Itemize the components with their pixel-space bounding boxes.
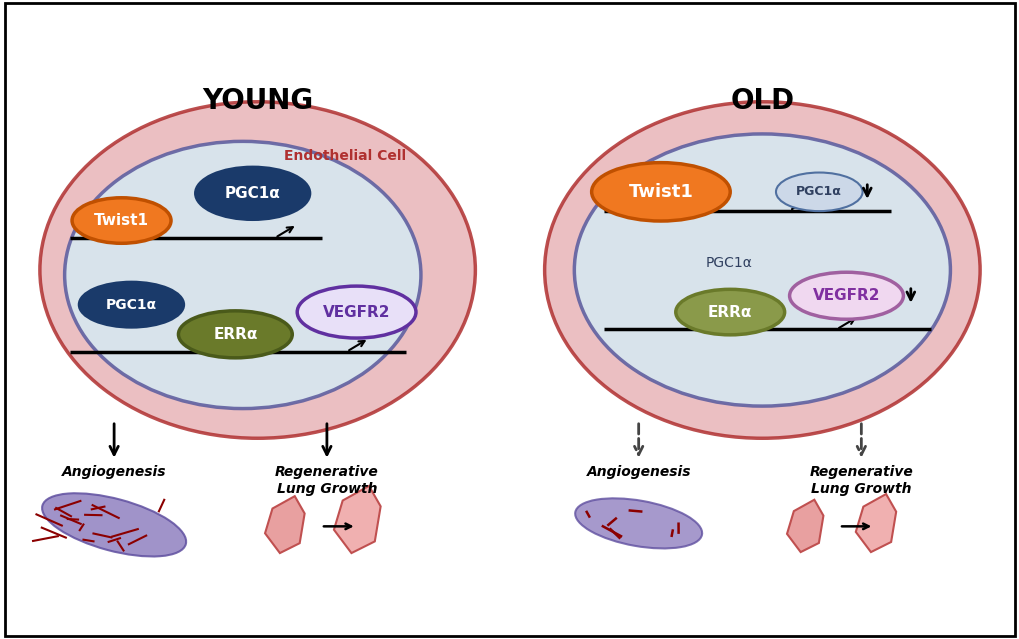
Ellipse shape	[42, 493, 185, 557]
Text: Twist1: Twist1	[628, 183, 693, 201]
Ellipse shape	[575, 498, 701, 548]
Text: PGC1α: PGC1α	[796, 185, 842, 198]
Polygon shape	[265, 496, 305, 553]
Text: Angiogenesis: Angiogenesis	[586, 465, 690, 479]
Text: Regenerative
Lung Growth: Regenerative Lung Growth	[275, 465, 378, 496]
Ellipse shape	[591, 163, 730, 221]
Text: Endothelial Cell: Endothelial Cell	[283, 149, 406, 163]
Text: OLD: OLD	[730, 87, 794, 115]
Ellipse shape	[72, 197, 171, 243]
Polygon shape	[787, 500, 822, 552]
Text: Regenerative
Lung Growth: Regenerative Lung Growth	[809, 465, 912, 496]
Ellipse shape	[64, 141, 421, 408]
Ellipse shape	[775, 173, 862, 211]
Ellipse shape	[178, 311, 292, 358]
Ellipse shape	[196, 167, 310, 219]
Ellipse shape	[574, 134, 950, 406]
Ellipse shape	[676, 289, 784, 335]
Ellipse shape	[544, 102, 979, 438]
Text: YOUNG: YOUNG	[202, 87, 313, 115]
Ellipse shape	[40, 102, 475, 438]
Ellipse shape	[297, 286, 416, 338]
Ellipse shape	[79, 282, 183, 327]
Text: Angiogenesis: Angiogenesis	[62, 465, 166, 479]
Polygon shape	[855, 494, 896, 552]
Text: VEGFR2: VEGFR2	[323, 305, 390, 320]
Text: PGC1α: PGC1α	[705, 256, 752, 270]
Text: VEGFR2: VEGFR2	[812, 288, 879, 304]
Polygon shape	[333, 486, 380, 553]
Ellipse shape	[789, 272, 903, 320]
Text: Twist1: Twist1	[94, 213, 149, 228]
Text: PGC1α: PGC1α	[106, 298, 157, 312]
Text: PGC1α: PGC1α	[224, 186, 280, 201]
Text: ERRα: ERRα	[213, 327, 257, 342]
Text: ERRα: ERRα	[707, 305, 752, 320]
